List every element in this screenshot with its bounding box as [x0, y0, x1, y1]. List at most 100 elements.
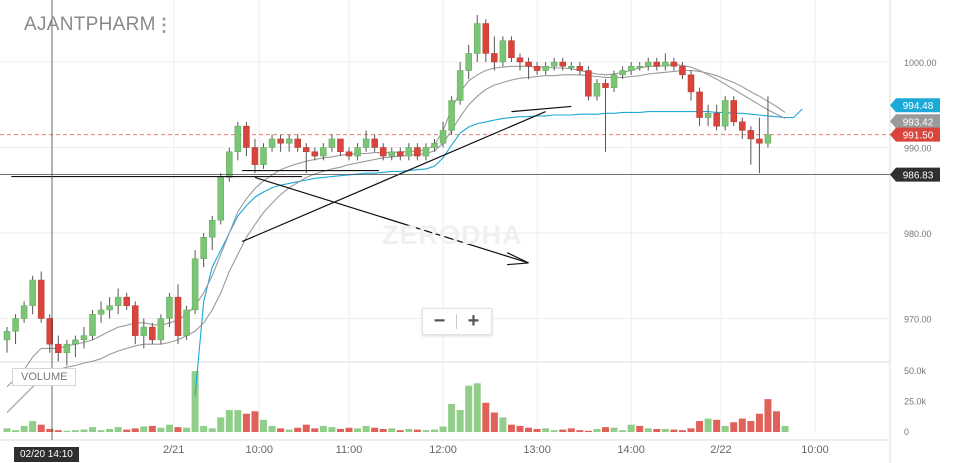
time-tick-label: 14:00	[617, 444, 645, 456]
volume-bar	[3, 428, 11, 432]
trendline-annotation	[506, 252, 529, 264]
candle-body	[696, 91, 703, 118]
volume-bar	[584, 430, 592, 432]
volume-bar	[653, 428, 661, 432]
candle-body	[3, 331, 11, 341]
candle-body	[208, 219, 216, 238]
candle-body	[354, 147, 361, 157]
minus-icon[interactable]: −	[433, 310, 446, 332]
volume-bar	[371, 427, 379, 432]
candle-body	[337, 138, 344, 153]
price-axis-tag-label: 986.83	[903, 171, 934, 182]
candle-body	[627, 66, 635, 71]
candle-body	[157, 318, 165, 341]
trendline-annotation	[241, 111, 546, 243]
volume-bar	[191, 371, 199, 432]
candle-body	[405, 147, 413, 157]
candle-body	[345, 151, 353, 157]
candle-body	[739, 121, 746, 131]
candle-body	[89, 313, 96, 336]
time-tick-label: 10:00	[245, 444, 273, 456]
volume-bar	[465, 385, 473, 432]
candle-body	[114, 296, 122, 306]
candle-body	[636, 66, 643, 69]
volume-bar	[345, 427, 353, 432]
price-axis-tag-label: 993.42	[903, 117, 934, 128]
volume-bar	[242, 413, 250, 432]
candle-body	[508, 40, 515, 58]
kebab-menu-icon[interactable]: ⋮	[155, 15, 173, 35]
price-axis-tag-bg	[890, 114, 940, 129]
candle-body	[226, 151, 233, 178]
moving-average-line	[6, 69, 786, 413]
volume-bar	[268, 425, 276, 432]
volume-bar	[362, 425, 370, 432]
volume-bar	[499, 417, 507, 432]
candle-body	[243, 125, 250, 148]
volume-bar	[610, 427, 618, 432]
volume-bar	[277, 428, 285, 432]
volume-bar	[730, 422, 738, 432]
volume-bar	[764, 399, 772, 432]
candle-body	[585, 70, 592, 97]
volume-bar	[54, 430, 62, 432]
time-tick-label: 11:00	[336, 444, 363, 456]
candle-body	[303, 147, 310, 153]
candle-body	[764, 134, 772, 144]
volume-bar	[225, 410, 233, 432]
price-axis-tag-bg	[890, 98, 940, 113]
watermark-text: ZERODHA	[382, 220, 523, 250]
candle-body	[80, 335, 88, 341]
volume-bar	[71, 430, 79, 432]
candle-body	[328, 138, 336, 148]
trendline-annotation	[507, 262, 529, 266]
price-axis-tag-label: 994.48	[903, 101, 934, 112]
candle-body	[388, 151, 395, 157]
volume-bar	[165, 424, 173, 432]
candle-body	[20, 305, 28, 319]
volume-bar	[174, 427, 182, 432]
volume-bar	[738, 418, 746, 432]
candle-body	[491, 53, 498, 63]
volume-bar	[490, 412, 498, 432]
candle-body	[311, 151, 319, 157]
candle-body	[414, 147, 421, 157]
volume-tick-label: 50.0k	[904, 366, 927, 376]
candle-body	[320, 147, 327, 157]
candle-body	[525, 61, 532, 67]
candle-body	[610, 74, 618, 88]
symbol-title: AJANTPHARM	[24, 14, 156, 35]
volume-bar	[200, 425, 208, 432]
candle-body	[12, 318, 19, 332]
volume-bar	[439, 426, 447, 432]
volume-bar	[157, 427, 165, 432]
volume-bar	[678, 430, 686, 432]
volume-bar	[713, 419, 721, 432]
candle-body	[140, 326, 148, 336]
candle-body	[362, 138, 370, 148]
candle-body	[285, 138, 293, 144]
volume-bar	[336, 428, 344, 432]
volume-bar	[704, 418, 712, 432]
price-axis-tag-bg	[890, 167, 940, 182]
price-axis-tag-label: 991.50	[903, 131, 934, 142]
volume-bar	[46, 428, 54, 432]
candle-body	[200, 237, 207, 259]
plus-icon[interactable]: +	[467, 310, 480, 332]
candle-body	[55, 343, 62, 353]
volume-bar	[747, 421, 755, 432]
time-tick-label: 2/22	[710, 444, 731, 456]
volume-bar	[473, 383, 481, 432]
price-axis-tag-bg	[890, 127, 940, 142]
volume-bar	[285, 429, 293, 432]
volume-bar	[559, 429, 567, 432]
candle-body	[756, 138, 763, 144]
candle-body	[431, 142, 438, 148]
volume-bar	[507, 424, 515, 432]
candle-body	[602, 83, 609, 88]
candle-body	[37, 279, 45, 319]
candle-body	[63, 343, 71, 353]
candle-body	[730, 100, 737, 123]
price-axis-tag: 991.50	[890, 127, 940, 142]
